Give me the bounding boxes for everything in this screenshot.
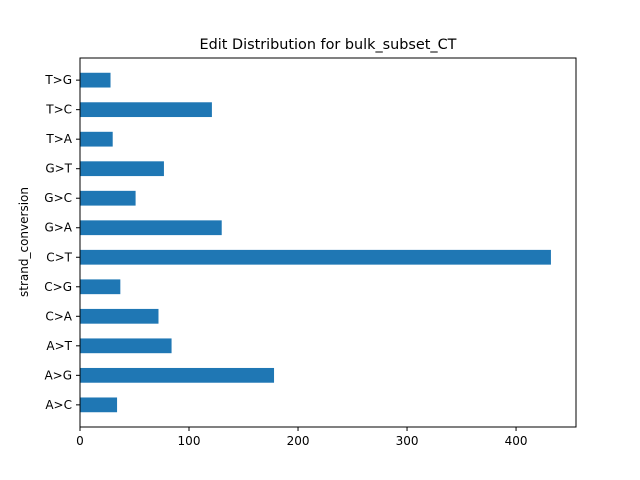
bar-C-to-G — [80, 279, 121, 295]
y-tick-label: A>G — [44, 368, 72, 382]
bar-T-to-G — [80, 72, 111, 88]
y-tick-label: G>A — [44, 221, 72, 235]
bar-T-to-C — [80, 102, 212, 118]
y-tick-label: C>G — [44, 280, 72, 294]
y-tick-label: G>C — [44, 191, 72, 205]
bar-G-to-A — [80, 220, 222, 236]
bar-A-to-G — [80, 367, 275, 383]
y-tick-label: T>G — [44, 73, 72, 87]
chart-title: Edit Distribution for bulk_subset_CT — [200, 37, 457, 53]
x-tick-label: 400 — [505, 434, 528, 448]
x-tick-label: 200 — [287, 434, 310, 448]
y-ticks-group: A>C A>G A>T C>A C>G C>T G>A G>C G>T T>A T>C T>G — [44, 73, 80, 412]
bar-G-to-T — [80, 161, 164, 177]
y-tick-label: T>C — [45, 103, 72, 117]
x-tick-label: 0 — [76, 434, 84, 448]
y-tick-label: A>C — [45, 398, 72, 412]
x-ticks-group: 0 100 200 300 400 — [76, 427, 527, 448]
bar-G-to-C — [80, 190, 136, 206]
bar-A-to-C — [80, 397, 118, 413]
bar-C-to-T — [80, 249, 551, 265]
y-tick-label: T>A — [45, 132, 72, 146]
y-axis-label: strand_conversion — [17, 187, 31, 297]
y-tick-label: A>T — [46, 339, 72, 353]
bar-T-to-A — [80, 131, 113, 147]
bars-group — [80, 72, 551, 413]
x-tick-label: 100 — [178, 434, 201, 448]
y-tick-label: G>T — [45, 162, 72, 176]
bar-A-to-T — [80, 338, 172, 354]
bar-C-to-A — [80, 308, 159, 324]
y-tick-label: C>T — [46, 250, 72, 264]
y-tick-label: C>A — [45, 309, 72, 323]
x-tick-label: 300 — [396, 434, 419, 448]
plot-frame — [79, 57, 577, 428]
